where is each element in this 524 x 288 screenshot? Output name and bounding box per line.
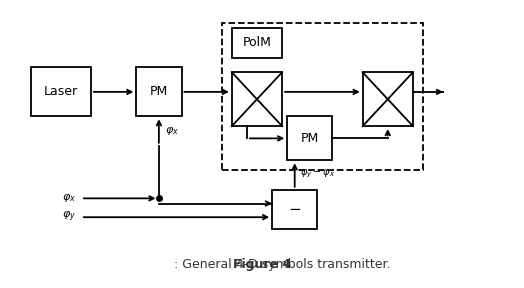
Text: $\varphi_y$: $\varphi_y$	[62, 210, 76, 224]
Bar	[30, 67, 91, 116]
Text: $\varphi_x$: $\varphi_x$	[62, 192, 76, 204]
Text: $\varphi_y - \varphi_x$: $\varphi_y - \varphi_x$	[300, 168, 335, 180]
Bar	[136, 67, 181, 116]
Bar	[222, 23, 423, 170]
Bar	[232, 28, 282, 58]
Bar	[272, 190, 318, 229]
Text: $\varphi_x$: $\varphi_x$	[165, 125, 179, 137]
Text: PM: PM	[301, 132, 319, 145]
Bar	[287, 116, 332, 160]
Text: PM: PM	[150, 85, 168, 98]
Text: : General 4-D symbols transmitter.: : General 4-D symbols transmitter.	[134, 258, 390, 271]
Text: Figure 4: Figure 4	[233, 258, 291, 271]
Text: PolM: PolM	[243, 36, 271, 50]
Text: Laser: Laser	[43, 85, 78, 98]
Bar	[232, 72, 282, 126]
Text: −: −	[288, 202, 301, 217]
Bar	[363, 72, 413, 126]
